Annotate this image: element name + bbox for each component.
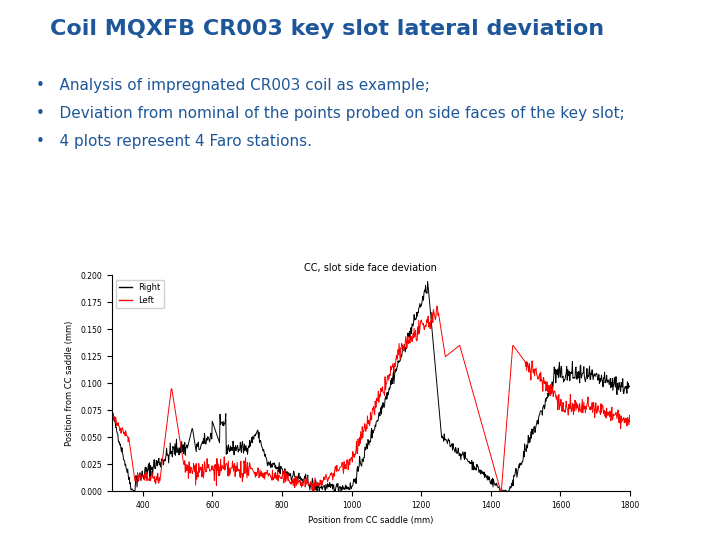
Text: •   Analysis of impregnated CR003 coil as example;: • Analysis of impregnated CR003 coil as …	[36, 78, 430, 93]
Right	[130, 488, 139, 495]
Text: Coil MQXFB CR003 key slot lateral deviation: Coil MQXFB CR003 key slot lateral deviat…	[50, 19, 605, 39]
Text: •   Deviation from nominal of the points probed on side faces of the key slot;: • Deviation from nominal of the points p…	[36, 106, 625, 122]
Y-axis label: Position from CC saddle (mm): Position from CC saddle (mm)	[66, 321, 74, 446]
Right	[626, 383, 634, 389]
Text: CERN: CERN	[15, 516, 28, 520]
Title: CC, slot side face deviation: CC, slot side face deviation	[305, 263, 437, 273]
Left	[626, 421, 634, 428]
Left	[433, 303, 441, 309]
Right	[423, 278, 432, 285]
Text: 4: 4	[701, 513, 709, 526]
Legend: Right, Left: Right, Left	[116, 280, 164, 308]
Left	[310, 488, 318, 495]
Right	[513, 474, 521, 481]
Right	[161, 458, 169, 464]
Left	[522, 359, 531, 365]
Right	[107, 406, 116, 413]
Left	[464, 374, 473, 380]
Line: Left: Left	[112, 306, 630, 491]
Line: Right: Right	[112, 281, 630, 491]
Left	[318, 477, 326, 483]
Right	[464, 459, 473, 465]
Right	[336, 484, 345, 490]
Left	[513, 347, 521, 354]
Text: •   4 plots represent 4 Faro stations.: • 4 plots represent 4 Faro stations.	[36, 134, 312, 150]
Left	[336, 464, 345, 470]
X-axis label: Position from CC saddle (mm): Position from CC saddle (mm)	[308, 516, 433, 525]
Right	[318, 483, 326, 489]
Left	[161, 440, 169, 446]
Right	[522, 448, 531, 455]
Left	[107, 411, 116, 418]
